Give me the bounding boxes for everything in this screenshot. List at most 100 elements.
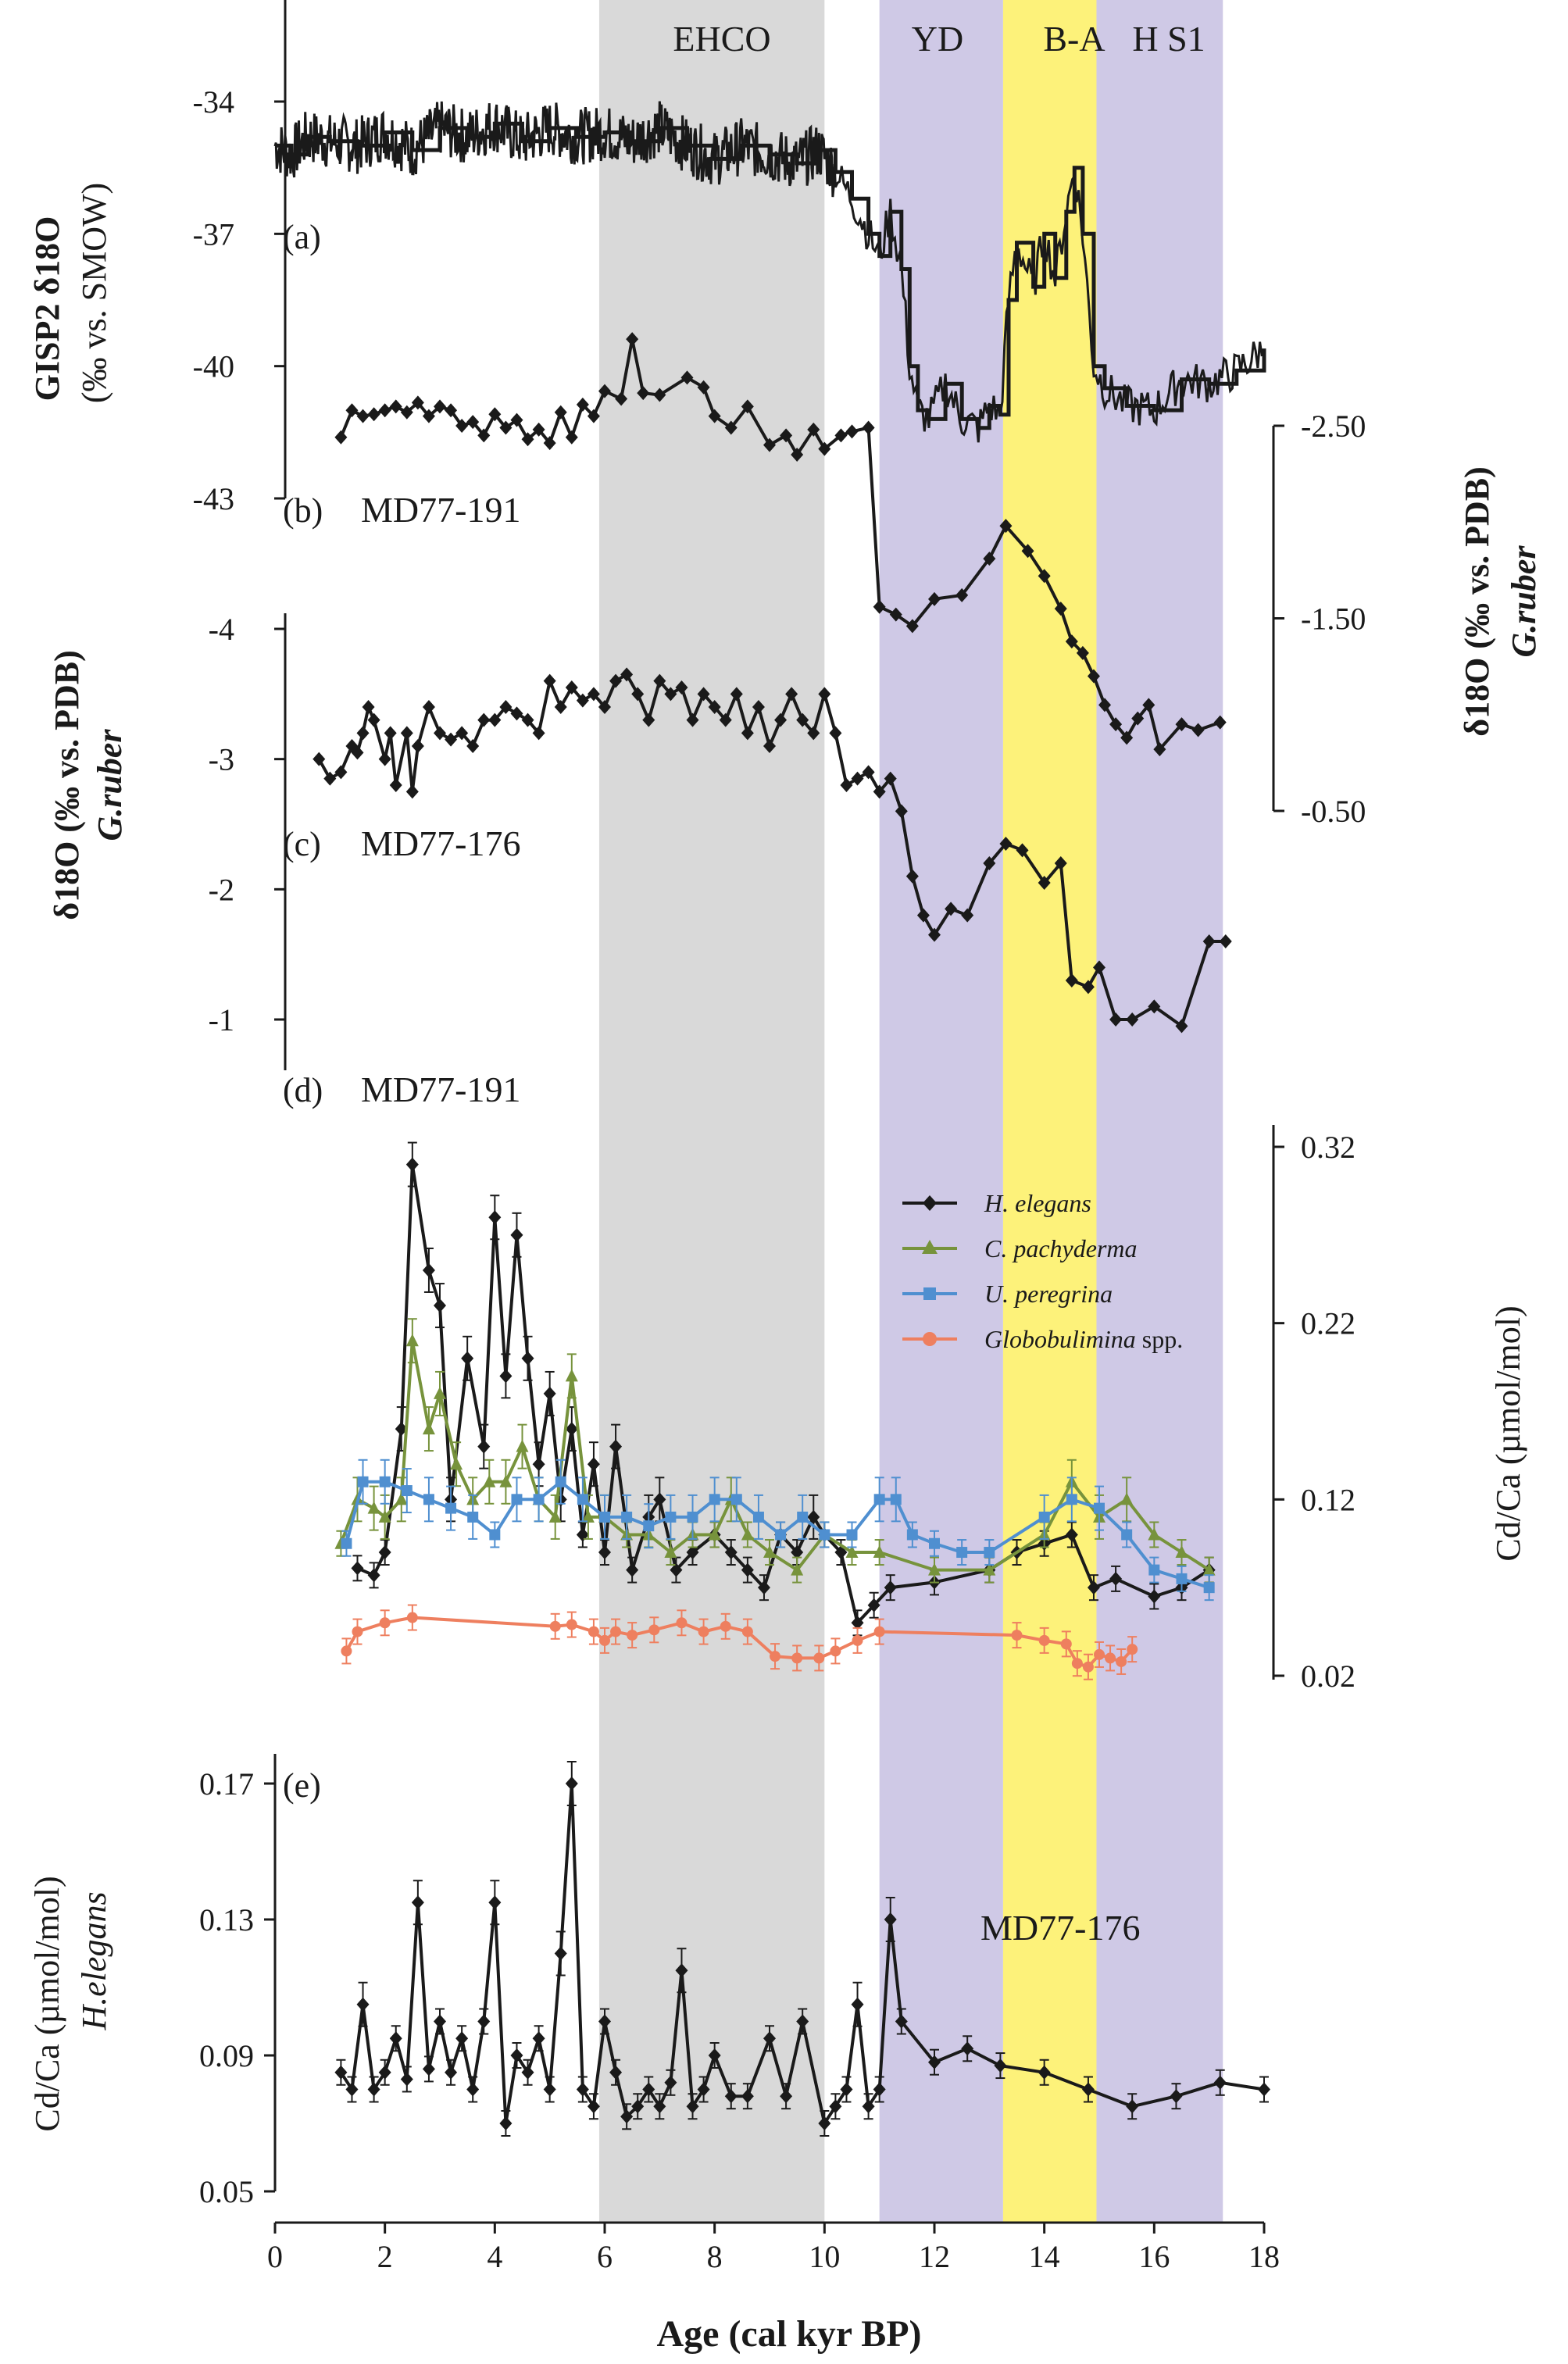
data-point-b-0-36 [791, 447, 804, 462]
data-point-d-2-32 [1094, 1502, 1105, 1514]
data-point-c-0-40 [708, 700, 721, 714]
data-point-d-2-29 [984, 1547, 995, 1559]
data-point-d-2-21 [797, 1511, 809, 1523]
data-point-c-0-50 [818, 687, 831, 702]
data-point-d-1-22 [708, 1527, 721, 1541]
data-point-d-0-33 [807, 1509, 820, 1524]
data-point-d-2-30 [1038, 1511, 1050, 1523]
legend-marker-globobulimina [923, 1332, 937, 1346]
data-point-c-0-58 [905, 869, 919, 884]
data-point-e-0-4 [378, 2065, 391, 2080]
data-point-d-1-8 [450, 1457, 463, 1470]
legend-label-globobulimina-spp: spp. [1136, 1325, 1183, 1353]
data-point-d-1-4 [395, 1492, 408, 1505]
data-point-d-3-26 [1094, 1648, 1105, 1660]
data-point-d-2-31 [1066, 1494, 1077, 1505]
data-point-c-0-75 [1202, 934, 1216, 948]
data-point-c-0-33 [631, 687, 645, 702]
data-point-e-0-36 [741, 2089, 754, 2104]
data-point-c-0-67 [1054, 856, 1067, 870]
y-tick-label-d-1: 0.12 [1301, 1482, 1355, 1517]
ylabel-d: Cd/Ca (µmol/mol) [1489, 1305, 1527, 1561]
data-point-d-3-0 [341, 1645, 352, 1657]
data-point-d-1-36 [1148, 1527, 1161, 1541]
data-point-c-0-6 [362, 700, 375, 714]
data-point-b-0-2 [356, 409, 370, 423]
data-point-b-0-4 [378, 403, 391, 418]
data-point-e-0-2 [356, 1997, 370, 2012]
data-point-d-3-4 [549, 1620, 561, 1632]
data-point-b-0-22 [576, 397, 589, 412]
data-point-b-0-9 [434, 399, 446, 414]
data-point-e-0-3 [367, 2082, 380, 2097]
data-point-d-1-38 [1202, 1562, 1216, 1576]
band-label-ehco: EHCO [673, 19, 770, 59]
data-point-b-0-44 [905, 619, 919, 634]
panel-label-e: (e) [283, 1766, 321, 1805]
data-point-b-0-7 [411, 395, 424, 410]
data-point-d-2-20 [775, 1529, 787, 1541]
data-point-d-1-14 [548, 1509, 562, 1523]
series-c-0 [313, 667, 1232, 1034]
data-point-c-0-31 [609, 673, 623, 688]
core-label-b: MD77-191 [361, 490, 520, 530]
data-point-c-0-0 [313, 752, 326, 766]
y-tick-label-e-3: 0.17 [199, 1766, 254, 1802]
data-point-d-3-9 [627, 1630, 638, 1641]
y-tick-label-e-1: 0.09 [199, 2038, 254, 2073]
legend-entry-h-elegans: H. elegans [902, 1189, 1091, 1217]
data-point-c-0-29 [587, 687, 600, 702]
data-point-c-0-44 [752, 700, 765, 714]
data-point-c-0-76 [1219, 934, 1232, 948]
data-point-d-1-6 [422, 1422, 435, 1435]
data-point-c-0-24 [532, 726, 545, 741]
data-point-b-0-16 [510, 412, 523, 427]
data-point-e-0-5 [389, 2031, 402, 2046]
y-tick-label-a-2: -40 [193, 349, 234, 384]
core-label-c: MD77-176 [361, 823, 520, 863]
data-point-d-2-9 [533, 1494, 545, 1505]
data-point-b-0-8 [422, 409, 435, 423]
legend-label-c-pachyderma: C. pachyderma [984, 1234, 1138, 1262]
data-point-d-2-1 [357, 1476, 369, 1487]
data-point-d-1-35 [1120, 1492, 1134, 1505]
data-point-e-0-49 [961, 2041, 974, 2056]
y-tick-label-d-2: 0.22 [1301, 1306, 1355, 1341]
data-point-c-0-63 [983, 856, 996, 870]
legend-label-globobulimina: Globobulimina spp. [984, 1325, 1183, 1353]
data-point-b-0-26 [626, 332, 639, 347]
x-tick-label-6: 12 [919, 2239, 950, 2274]
data-point-c-0-48 [796, 712, 809, 727]
data-point-e-0-6 [400, 2072, 413, 2087]
data-point-e-0-52 [1081, 2082, 1095, 2097]
data-point-d-2-11 [577, 1494, 588, 1505]
data-point-d-1-16 [581, 1509, 595, 1523]
data-point-c-0-57 [895, 804, 908, 819]
data-point-e-0-7 [411, 1895, 424, 1910]
data-point-e-0-48 [928, 2055, 941, 2069]
data-point-d-1-5 [405, 1334, 419, 1347]
ylabel-c-line2: G.ruber [91, 729, 129, 841]
data-point-d-3-2 [379, 1617, 391, 1629]
data-point-d-3-19 [852, 1634, 863, 1646]
data-point-d-0-13 [521, 1351, 534, 1366]
data-point-c-0-61 [945, 902, 958, 916]
data-point-b-0-19 [543, 436, 556, 451]
data-point-e-0-27 [631, 2099, 645, 2114]
data-point-d-0-8 [461, 1351, 474, 1366]
data-point-d-3-10 [648, 1624, 660, 1636]
data-point-d-3-6 [588, 1626, 599, 1637]
data-point-b-0-63 [1213, 715, 1227, 730]
data-point-b-0-45 [928, 591, 941, 606]
data-point-d-1-24 [741, 1527, 754, 1541]
data-point-b-0-17 [521, 432, 534, 447]
data-point-d-2-5 [445, 1502, 457, 1514]
data-point-c-0-73 [1148, 999, 1161, 1014]
data-point-d-0-30 [757, 1580, 770, 1595]
data-point-d-1-15 [565, 1369, 578, 1382]
data-point-c-0-71 [1109, 1012, 1123, 1027]
data-point-b-0-38 [818, 441, 831, 456]
data-point-e-0-53 [1126, 2099, 1139, 2114]
data-point-d-2-12 [599, 1511, 610, 1523]
data-point-c-0-23 [521, 712, 534, 727]
